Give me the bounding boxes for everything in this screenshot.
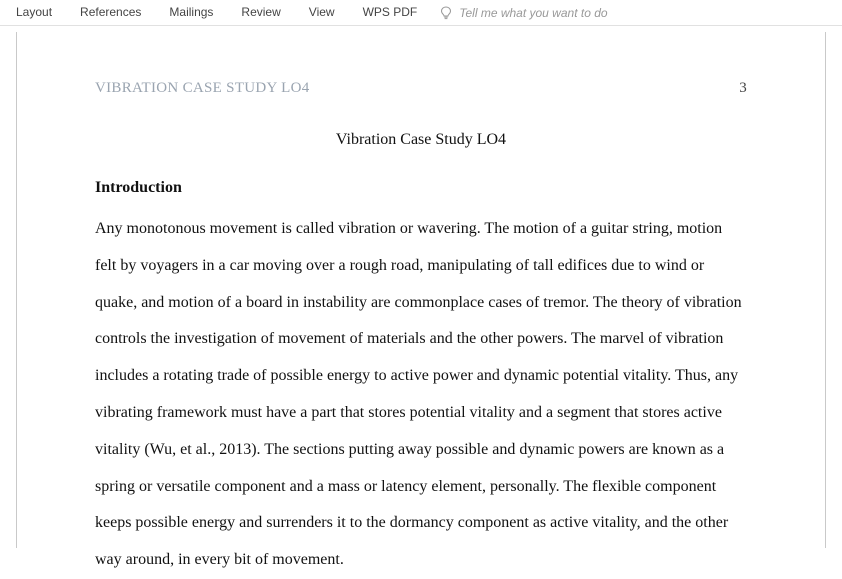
page-number: 3 bbox=[739, 80, 747, 97]
tab-review[interactable]: Review bbox=[227, 1, 294, 25]
tab-view[interactable]: View bbox=[295, 1, 349, 25]
tellme-placeholder: Tell me what you want to do bbox=[459, 6, 607, 20]
running-head-text: VIBRATION CASE STUDY LO4 bbox=[95, 80, 310, 97]
body-paragraph: Any monotonous movement is called vibrat… bbox=[95, 211, 747, 579]
tab-layout[interactable]: Layout bbox=[2, 1, 66, 25]
section-heading: Introduction bbox=[95, 179, 747, 197]
document-title: Vibration Case Study LO4 bbox=[95, 131, 747, 149]
document-page[interactable]: VIBRATION CASE STUDY LO4 3 Vibration Cas… bbox=[16, 32, 826, 548]
tellme-search[interactable]: Tell me what you want to do bbox=[439, 6, 607, 20]
tab-mailings[interactable]: Mailings bbox=[155, 1, 227, 25]
running-head: VIBRATION CASE STUDY LO4 3 bbox=[95, 80, 747, 97]
ribbon-tabs: Layout References Mailings Review View W… bbox=[0, 0, 842, 26]
tab-wps-pdf[interactable]: WPS PDF bbox=[349, 1, 432, 25]
tab-references[interactable]: References bbox=[66, 1, 155, 25]
lightbulb-icon bbox=[439, 6, 453, 20]
document-area: VIBRATION CASE STUDY LO4 3 Vibration Cas… bbox=[0, 26, 842, 548]
